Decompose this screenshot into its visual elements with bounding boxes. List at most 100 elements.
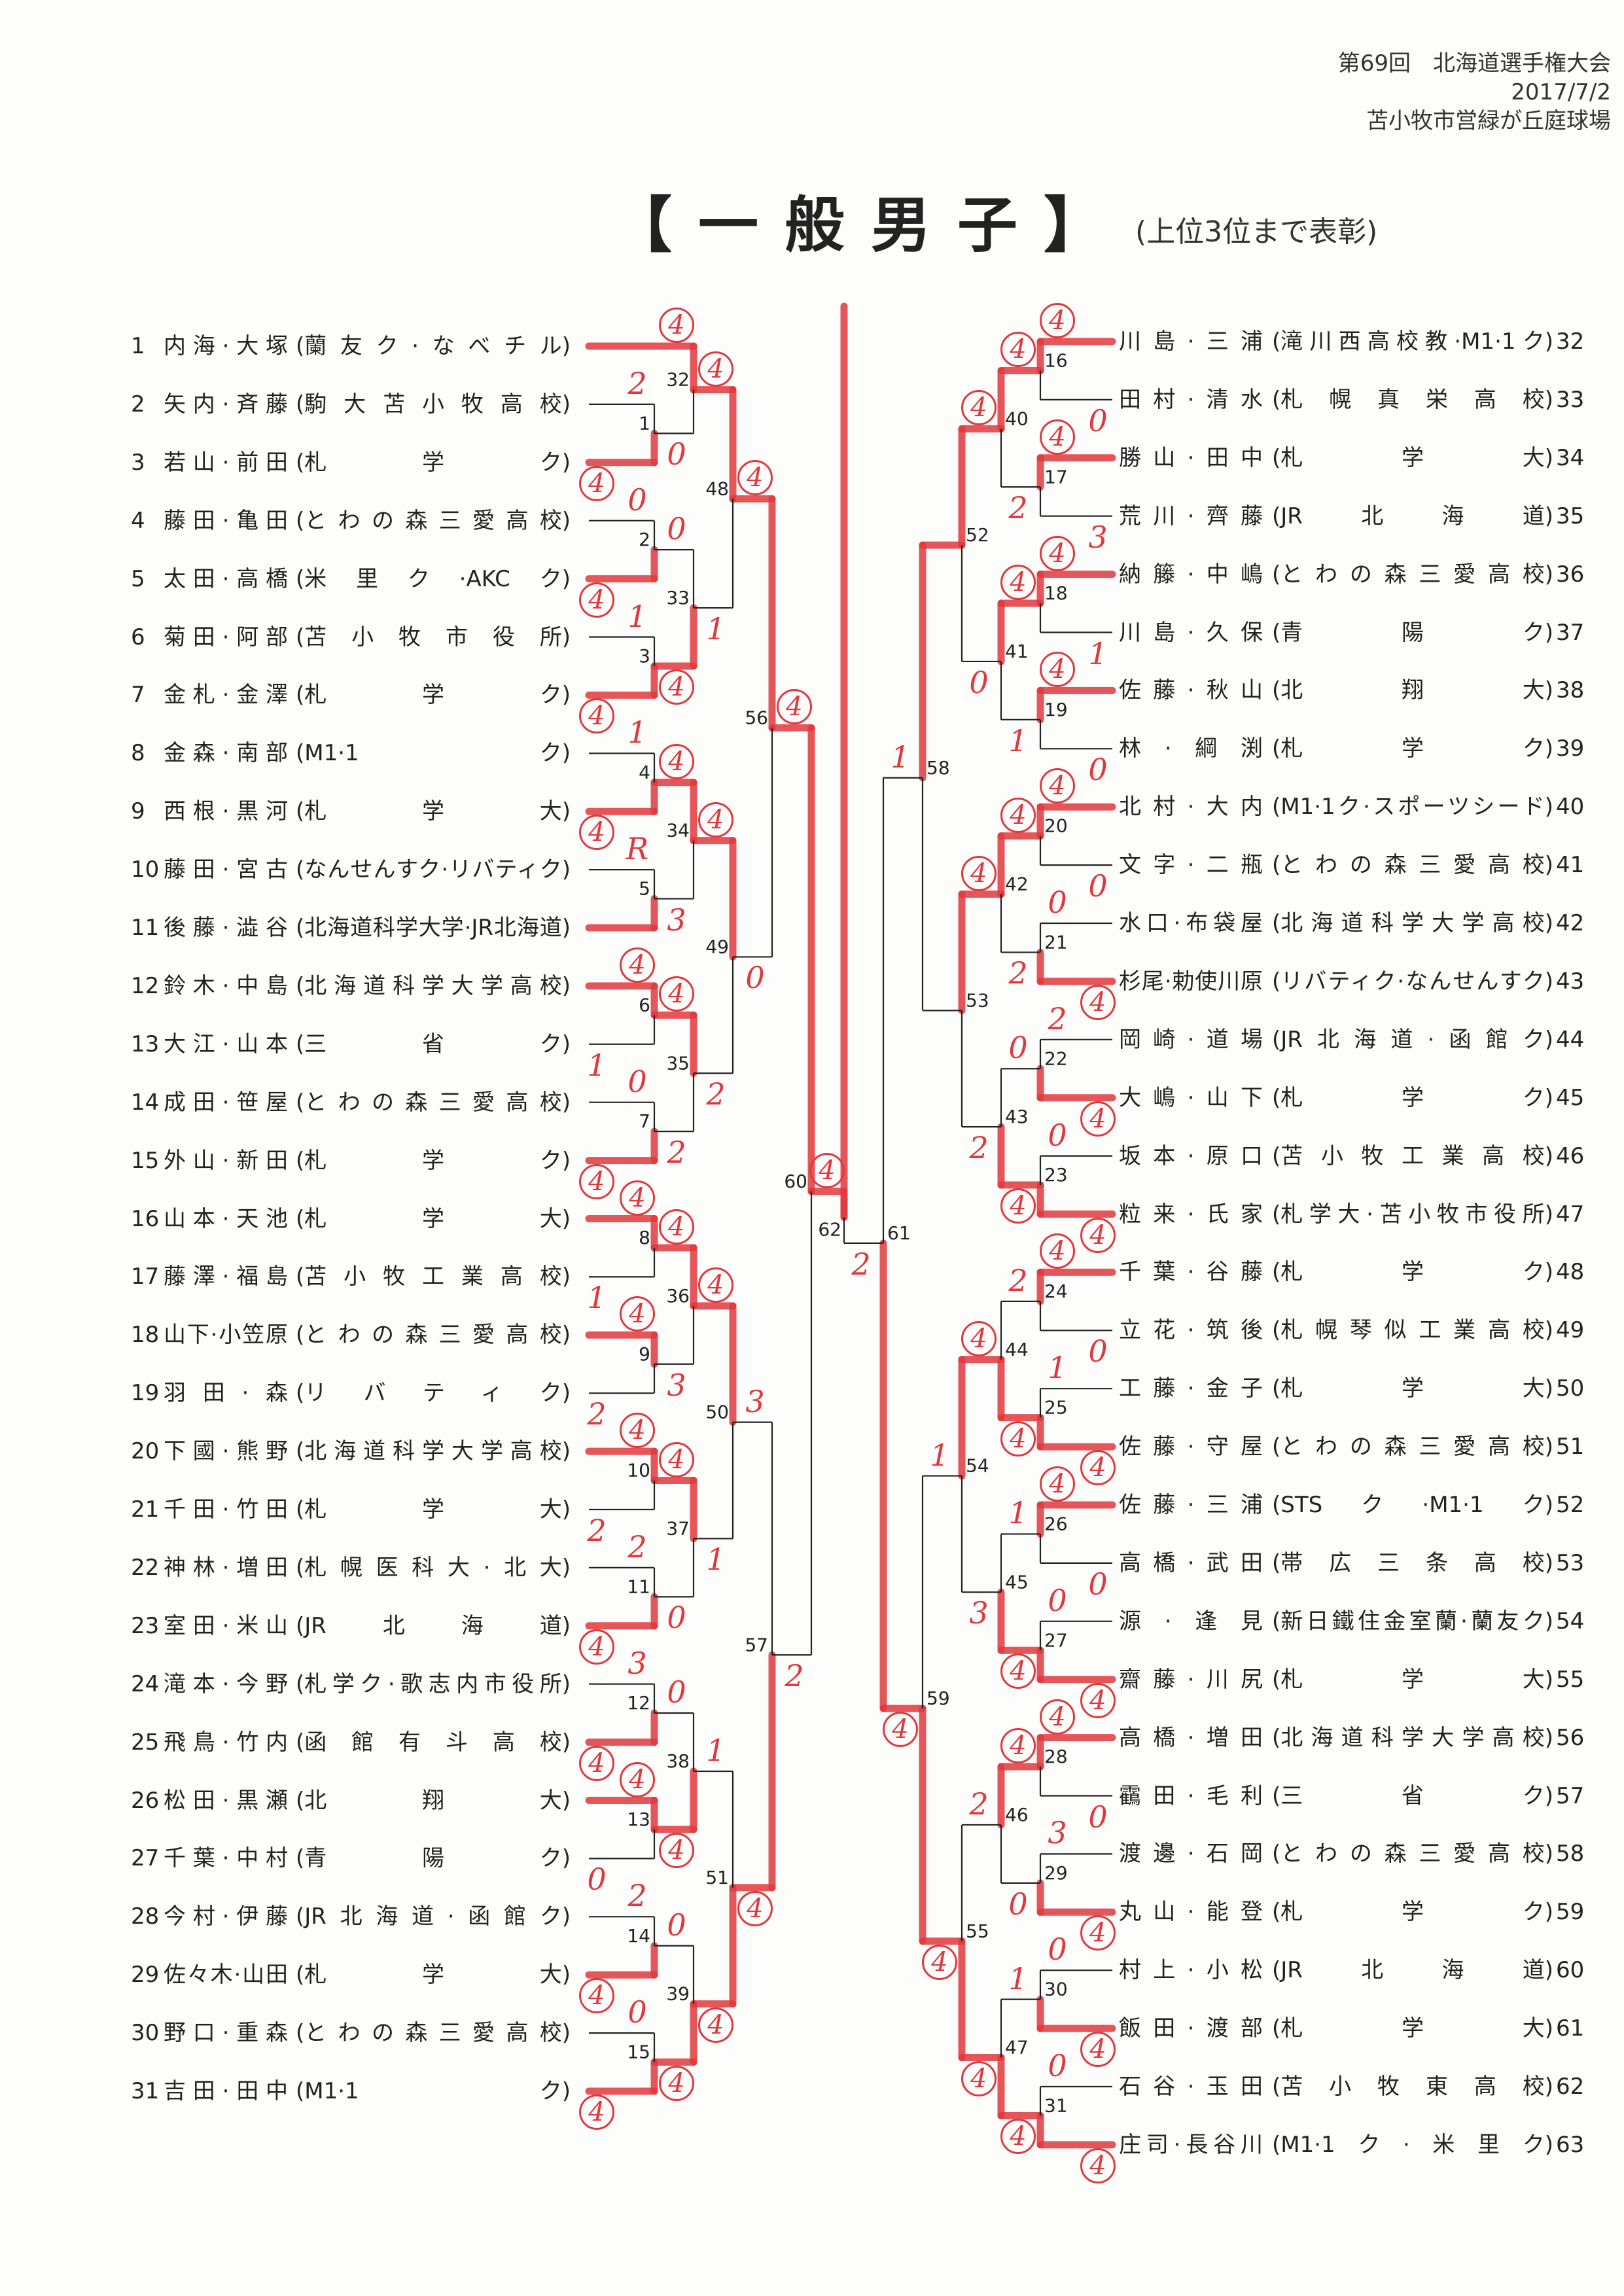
match-number: 6 (639, 994, 650, 1016)
handwritten-score: 3 (745, 1383, 765, 1419)
handwritten-score: 0 (1048, 1932, 1067, 1968)
team-name: リバティク (304, 1380, 562, 1407)
player-team: (苫小牧工業高校) (1272, 1142, 1553, 1169)
player-team: (北海道科学大学高校) (1272, 910, 1553, 936)
player-number: 24 (131, 1670, 160, 1697)
match-number: 51 (705, 1867, 729, 1888)
team-name: とわの森三愛高校 (304, 1089, 562, 1116)
circled-score: 4 (698, 1267, 733, 1303)
player-names: 北村·大内 (1119, 794, 1263, 821)
match-number: 14 (627, 1925, 650, 1947)
match-number: 26 (1044, 1513, 1068, 1534)
match-number: 11 (627, 1576, 650, 1597)
team-name: とわの森三愛高校 (304, 507, 562, 534)
player-team: (JR北海道·函館ク) (1272, 1026, 1553, 1053)
handwritten-score: 3 (1088, 519, 1108, 555)
player-names: 藤田·宮古 (164, 857, 288, 883)
team-name: 札学ク (304, 1147, 562, 1174)
handwritten-score: 2 (667, 1135, 686, 1171)
player-entry: 靍田·毛利 (三省ク) 57 (1119, 1782, 1584, 1810)
player-number: 48 (1556, 1259, 1585, 1286)
match-number: 12 (627, 1692, 650, 1714)
player-names: 水口·布袋屋 (1119, 910, 1263, 936)
circled-score: 4 (1000, 332, 1036, 368)
match-number: 22 (1044, 1048, 1068, 1069)
player-entry: 22 神林·増田 (札幌医科大·北大) (131, 1553, 571, 1582)
handwritten-score: 0 (969, 664, 989, 700)
player-names: 矢内·斉藤 (164, 391, 288, 417)
handwritten-score: 0 (1088, 1333, 1108, 1369)
team-name: JR北海道·函館ク (1280, 1026, 1545, 1053)
match-number: 54 (966, 1455, 989, 1477)
page-subtitle: (上位3位まで表彰) (1135, 215, 1378, 249)
player-names: 今村·伊藤 (164, 1903, 288, 1930)
player-entry: 1 内海·大塚 (蘭友ク·なべチル) (131, 332, 571, 361)
player-team: (苫小牧市役所) (296, 624, 571, 650)
player-number: 32 (1556, 328, 1585, 355)
team-name: 札学大 (1280, 1375, 1545, 1402)
player-entry: 粒来·氏家 (札学大·苫小牧市役所) 47 (1119, 1200, 1584, 1229)
circled-score: 4 (1040, 1699, 1075, 1735)
circled-score: 4 (1000, 1653, 1036, 1689)
player-names: 坂本·原口 (1119, 1142, 1263, 1169)
player-names: 石谷·玉田 (1119, 2074, 1263, 2100)
player-team: (とわの森三愛高校) (1272, 1841, 1553, 1867)
circled-score: 4 (698, 351, 733, 387)
match-number: 35 (666, 1052, 690, 1074)
player-entry: 勝山·田中 (札学大) 34 (1119, 444, 1584, 472)
player-number: 34 (1556, 444, 1585, 471)
player-team: (札学大) (296, 1205, 571, 1232)
player-team: (新日鐵住金室蘭·蘭友ク) (1272, 1608, 1553, 1634)
player-names: 大江·山本 (164, 1031, 288, 1057)
team-name: 札学ク (1280, 1899, 1545, 1926)
player-team: (帯広三条高校) (1272, 1549, 1553, 1576)
player-team: (M1·1ク) (296, 2078, 571, 2104)
circled-score: 4 (961, 390, 997, 426)
team-name: 青陽ク (1280, 619, 1545, 646)
player-entry: 31 吉田·田中 (M1·1ク) (131, 2077, 571, 2106)
player-entry: 飯田·渡部 (札学大) 61 (1119, 2014, 1584, 2043)
handwritten-score: 3 (1048, 1815, 1067, 1851)
player-number: 44 (1556, 1026, 1585, 1053)
handwritten-score: 2 (627, 1528, 647, 1564)
player-names: 千葉·中村 (164, 1845, 288, 1872)
player-team: (札学大) (296, 1962, 571, 1988)
circled-score: 4 (1000, 1421, 1036, 1457)
team-name: とわの森三愛高校 (304, 2020, 562, 2047)
player-names: 岡崎·道場 (1119, 1026, 1263, 1053)
player-names: 下國·熊野 (164, 1438, 288, 1465)
player-team: (苫小牧東高校) (1272, 2074, 1553, 2100)
match-number: 55 (966, 1920, 989, 1942)
player-number: 10 (131, 857, 160, 883)
handwritten-score: 1 (1008, 1495, 1028, 1531)
player-team: (札学大) (296, 798, 571, 825)
handwritten-score: 2 (1008, 955, 1028, 991)
handwritten-score: 0 (1088, 1799, 1108, 1835)
circled-score: 4 (620, 947, 655, 983)
circled-score: 4 (1000, 1728, 1036, 1764)
match-number: 39 (666, 1983, 690, 2005)
handwritten-score: 0 (1008, 1886, 1028, 1922)
player-entry: 庄司·長谷川 (M1·1ク·米里ク) 63 (1119, 2130, 1584, 2159)
player-number: 54 (1556, 1608, 1585, 1634)
team-name: 苫小牧東高校 (1280, 2074, 1545, 2100)
circled-score: 4 (659, 669, 694, 705)
player-names: 飯田·渡部 (1119, 2015, 1263, 2042)
team-name: 北翔大 (304, 1787, 562, 1814)
team-name: リバティク·なんせんすク (1280, 968, 1545, 995)
player-team: (とわの森三愛高校) (1272, 1434, 1553, 1460)
player-number: 1 (131, 333, 145, 359)
handwritten-score: 2 (587, 1513, 607, 1548)
team-name: M1·1ク·米里ク (1280, 2131, 1545, 2158)
event-venue: 苫小牧市営緑が丘庭球場 (1366, 108, 1611, 134)
handwritten-score: 1 (627, 598, 647, 634)
circled-score: 4 (1040, 419, 1075, 455)
player-team: (リバティク·なんせんすク) (1272, 968, 1553, 995)
circled-score: 4 (659, 1832, 694, 1868)
player-entry: 石谷·玉田 (苫小牧東高校) 62 (1119, 2072, 1584, 2101)
player-names: 太田·高橋 (164, 565, 288, 592)
team-name: 札幌琴似工業高校 (1280, 1317, 1545, 1344)
circled-score: 4 (659, 2065, 694, 2101)
player-entry: 田村·清水 (札幌真栄高校) 33 (1119, 385, 1584, 414)
handwritten-score: 2 (627, 1878, 647, 1914)
